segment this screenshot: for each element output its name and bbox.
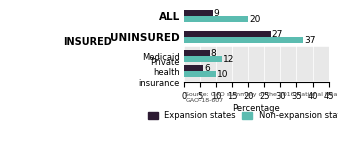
Bar [184,10,213,16]
Text: 20: 20 [249,15,261,24]
Legend: Expansion states, Non-expansion states: Expansion states, Non-expansion states [144,108,338,124]
Bar [184,65,203,71]
Bar [184,16,248,22]
Text: 10: 10 [217,70,228,79]
Text: Source: GAO summary of the 2016 National Health Interview Survey estimates produ: Source: GAO summary of the 2016 National… [185,92,338,103]
Bar [184,50,210,56]
Text: INSURED: INSURED [63,37,112,47]
X-axis label: Percentage: Percentage [232,104,280,113]
Text: 6: 6 [204,64,210,73]
Text: 27: 27 [272,30,283,39]
Text: 12: 12 [223,55,235,64]
Text: 9: 9 [214,9,220,18]
Bar [184,37,303,43]
Text: 37: 37 [304,36,315,45]
Text: 8: 8 [211,49,216,58]
Bar [184,71,216,77]
Bar [184,47,329,80]
Bar [184,31,271,37]
Bar [184,56,222,62]
